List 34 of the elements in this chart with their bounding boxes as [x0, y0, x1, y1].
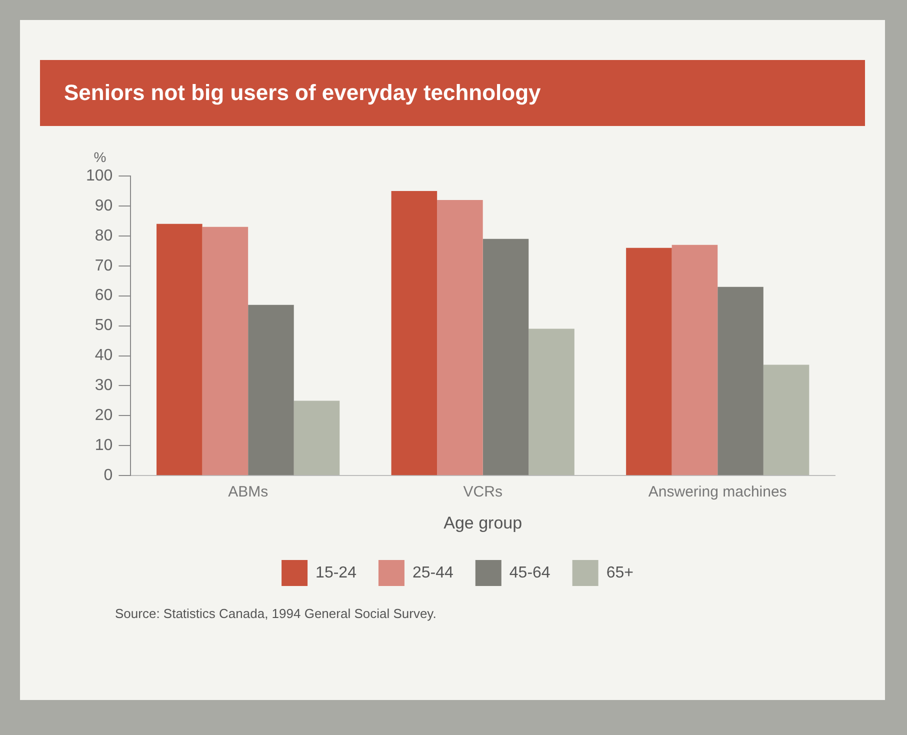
bar — [763, 364, 810, 476]
y-tick-label: 0 — [104, 467, 113, 484]
bar — [528, 328, 574, 476]
bar — [248, 304, 294, 476]
bar — [156, 224, 202, 476]
y-tick-label: 10 — [94, 437, 113, 454]
y-tick-label: 100 — [86, 167, 113, 184]
x-tick-label: VCRs — [463, 484, 502, 501]
x-tick-label: Answering machines — [648, 484, 787, 501]
y-tick-label: 50 — [94, 317, 113, 334]
bar — [294, 400, 340, 476]
y-axis-title: % — [94, 148, 106, 165]
x-tick-label: ABMs — [228, 484, 268, 501]
y-tick-label: 60 — [94, 287, 113, 304]
legend-label: 45-64 — [509, 564, 550, 582]
legend-label: 25-44 — [412, 564, 454, 582]
y-tick-label: 30 — [94, 377, 113, 394]
bar — [391, 190, 438, 476]
legend-label: 65+ — [606, 564, 634, 582]
source-note: Source: Statistics Canada, 1994 General Social Survey. — [115, 606, 438, 621]
legend-label: 15-24 — [316, 564, 357, 582]
y-tick-label: 80 — [94, 227, 113, 244]
x-axis-title: Age group — [444, 513, 522, 532]
y-tick-label: 40 — [94, 347, 113, 364]
bar — [672, 244, 718, 476]
y-tick-label: 90 — [94, 197, 113, 214]
bar — [202, 226, 248, 476]
bar — [482, 238, 529, 476]
chart-title: Seniors not big users of everyday technology — [40, 60, 865, 126]
bar — [626, 248, 672, 476]
y-tick-label: 70 — [94, 257, 113, 274]
bar — [437, 200, 483, 476]
bar — [718, 286, 764, 476]
y-tick-label: 20 — [94, 407, 113, 424]
